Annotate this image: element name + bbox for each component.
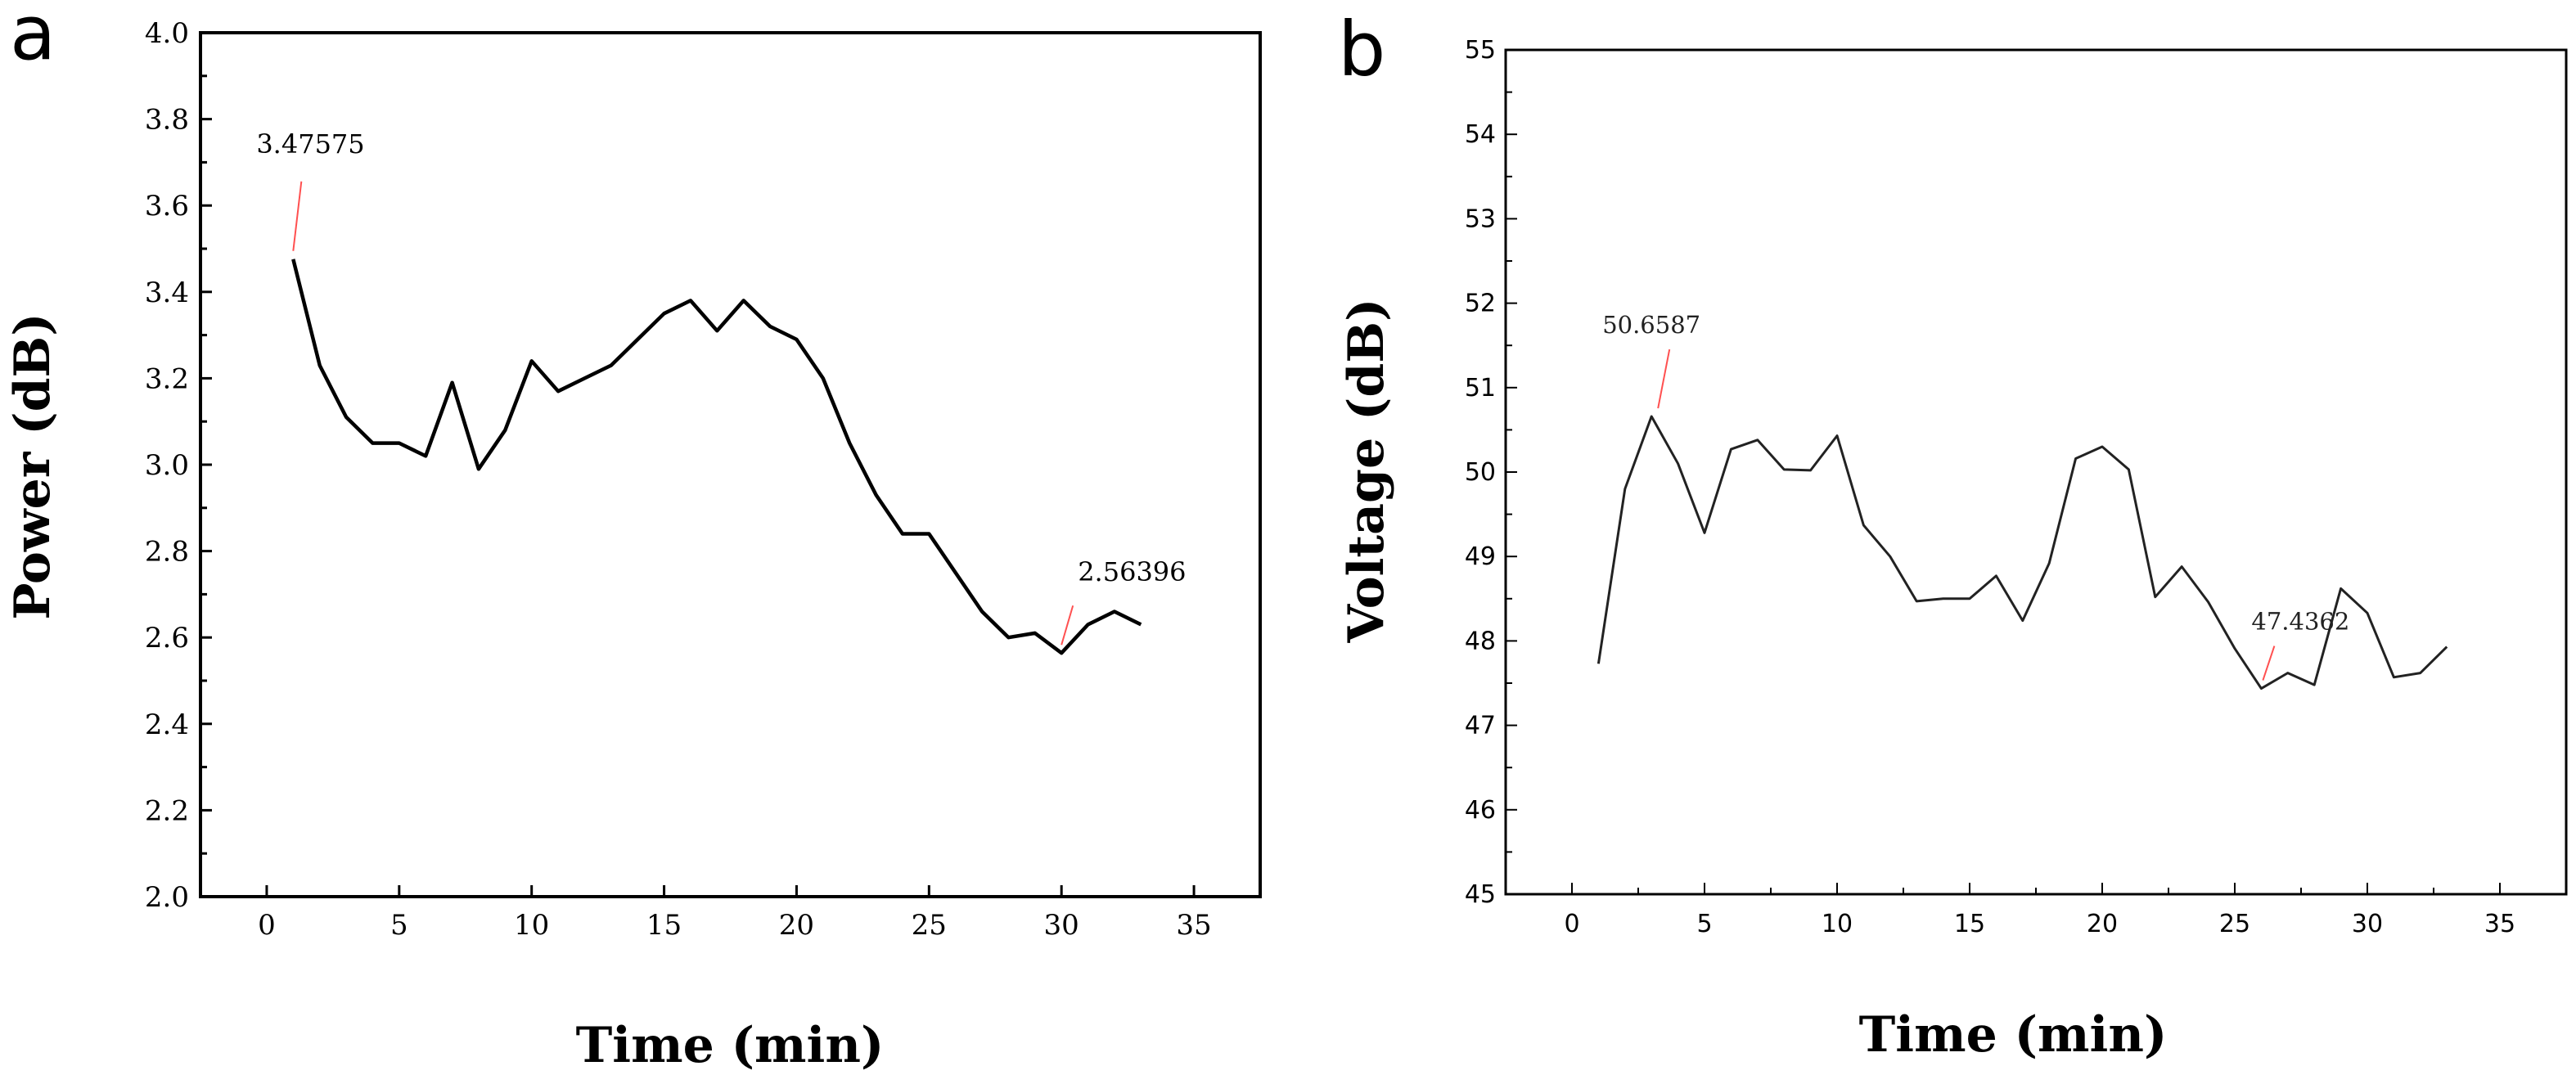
- y-tick-label: 54: [1465, 120, 1496, 149]
- annotation-label: 50.6587: [1602, 311, 1700, 339]
- y-tick-label: 46: [1465, 796, 1496, 825]
- y-tick-label: 4.0: [145, 17, 189, 50]
- panel-a: a 2.0 2.2 2.4 2.6 2.8 3.0 3.2 3.4 3.6 3.8 4.0 0 5 10 1…: [4, 0, 1262, 1074]
- x-tick-label: 0: [258, 909, 276, 942]
- y-tick-label: 2.2: [145, 794, 189, 827]
- axis-ticks-a: [200, 31, 1196, 898]
- y-tick-label: 51: [1465, 374, 1496, 403]
- tick-labels-b: 45 46 47 48 49 50 51 52 53 54 55 0 5 10 15 20 25 30 35: [1465, 36, 2515, 938]
- y-tick-label: 3.8: [145, 104, 189, 137]
- panel-label-b: b: [1338, 6, 1385, 93]
- y-axis-title-b: Voltage (dB): [1338, 299, 1395, 644]
- x-tick-label: 25: [912, 909, 947, 942]
- x-tick-label: 15: [1954, 910, 1985, 938]
- y-tick-label: 3.0: [145, 449, 189, 482]
- y-axis-title-a: Power (dB): [4, 313, 61, 619]
- y-tick-label: 47: [1465, 712, 1496, 740]
- annotation-label: 3.47575: [256, 128, 364, 160]
- x-tick-label: 35: [1176, 909, 1211, 942]
- annotation-leader: [1657, 349, 1671, 409]
- annotations-a: 3.47575 2.56396: [256, 128, 1187, 645]
- x-tick-label: 10: [514, 909, 549, 942]
- y-tick-label: 3.4: [145, 277, 189, 309]
- y-tick-label: 3.6: [145, 190, 189, 223]
- annotation-label: 2.56396: [1078, 556, 1186, 587]
- panel-label-a: a: [10, 0, 56, 77]
- x-tick-label: 20: [2087, 910, 2118, 938]
- x-tick-label: 20: [779, 909, 814, 942]
- series-line-power: [291, 259, 1142, 655]
- x-tick-label: 30: [2352, 910, 2383, 938]
- y-tick-label: 2.4: [145, 708, 189, 741]
- x-axis-title-a: Time (min): [576, 1017, 885, 1074]
- tick-labels-a: 2.0 2.2 2.4 2.6 2.8 3.0 3.2 3.4 3.6 3.8 4.0 0 5 10 15 2…: [145, 17, 1212, 942]
- x-tick-label: 5: [1696, 910, 1712, 938]
- y-tick-label: 2.0: [145, 881, 189, 914]
- plot-frame-a: [199, 31, 1262, 898]
- y-tick-label: 45: [1465, 880, 1496, 909]
- y-tick-label: 2.8: [145, 536, 189, 569]
- x-tick-label: 5: [390, 909, 408, 942]
- x-tick-label: 15: [646, 909, 682, 942]
- series-line-voltage: [1596, 415, 2448, 690]
- y-tick-label: 48: [1465, 627, 1496, 655]
- x-axis-title-b: Time (min): [1859, 1006, 2168, 1064]
- x-tick-label: 0: [1564, 910, 1579, 938]
- x-tick-label: 10: [1822, 910, 1853, 938]
- y-tick-label: 50: [1465, 458, 1496, 487]
- y-tick-label: 52: [1465, 290, 1496, 318]
- y-tick-label: 55: [1465, 36, 1496, 65]
- x-tick-label: 25: [2219, 910, 2250, 938]
- x-tick-label: 30: [1044, 909, 1079, 942]
- plot-frame-b: [1504, 48, 2568, 896]
- y-tick-label: 2.6: [145, 622, 189, 654]
- y-tick-label: 49: [1465, 542, 1496, 571]
- annotation-leader: [292, 181, 303, 251]
- y-tick-label: 53: [1465, 205, 1496, 233]
- x-tick-label: 35: [2484, 910, 2515, 938]
- y-tick-label: 3.2: [145, 362, 189, 395]
- annotation-leader: [2262, 645, 2276, 681]
- axis-ticks-b: [1506, 49, 2501, 895]
- annotation-leader: [1061, 605, 1074, 645]
- panel-b: b 45 46 47 48 49 50 51 52 53 54 55 0 5 10 15 20 25 30 35 5…: [1338, 6, 2568, 1064]
